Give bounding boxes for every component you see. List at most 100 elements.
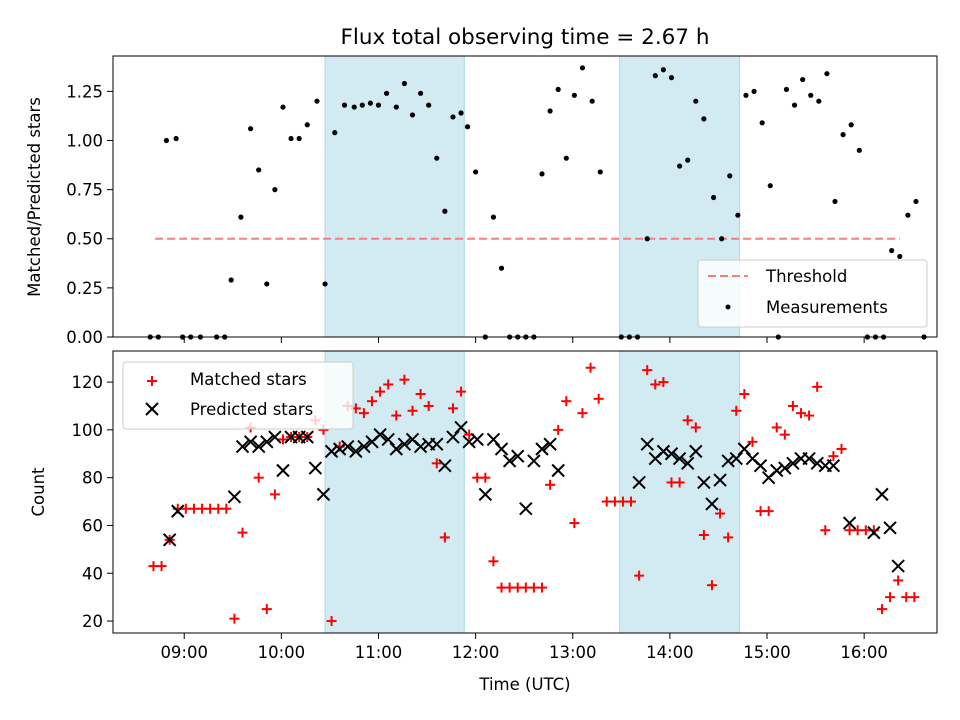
measurement-point: [727, 173, 733, 179]
shaded-interval: [324, 55, 465, 338]
predicted-star-point: [867, 525, 881, 540]
predicted-stars-points: [162, 420, 905, 573]
matched-star-point: [747, 436, 758, 447]
matched-star-point: [407, 405, 418, 416]
measurement-point: [735, 212, 741, 218]
matched-star-point: [634, 570, 645, 581]
matched-star-point: [415, 389, 426, 400]
measurement-point: [597, 169, 603, 175]
predicted-star-point: [454, 420, 468, 435]
measurement-point: [367, 100, 373, 106]
measurement-point: [759, 120, 765, 126]
measurement-point: [743, 92, 749, 98]
predicted-star-point: [373, 427, 387, 442]
matched-star-point: [391, 410, 402, 421]
matched-star-point: [682, 415, 693, 426]
predicted-star-point: [527, 454, 541, 468]
measurement-point: [163, 137, 170, 144]
predicted-star-point: [705, 497, 719, 511]
matched-star-point: [577, 408, 588, 419]
measurement-point: [668, 75, 675, 81]
measurement-point: [701, 116, 707, 122]
matched-star-point: [480, 472, 491, 483]
predicted-star-point: [308, 461, 323, 475]
matched-star-point: [885, 592, 896, 603]
predicted-star-point: [713, 473, 727, 487]
predicted-star-point: [826, 459, 841, 473]
predicted-star-point: [268, 430, 282, 444]
predicted-star-point: [810, 456, 824, 471]
measurement-point: [450, 114, 456, 120]
measurement-point: [288, 135, 294, 142]
legend-predicted-label: Predicted stars: [190, 400, 313, 419]
y-tick-label: 0.75: [66, 181, 103, 200]
measurement-point: [644, 236, 650, 242]
predicted-star-point: [341, 439, 355, 454]
matched-star-point: [796, 408, 807, 419]
predicted-star-point: [357, 439, 371, 454]
matched-star-point: [893, 575, 904, 586]
top-x-ticks: [183, 337, 865, 343]
measurement-point: [359, 102, 365, 108]
measurement-point: [693, 98, 699, 104]
measurement-point: [897, 253, 903, 260]
y-tick-label: 60: [82, 516, 103, 535]
measurement-point: [426, 102, 432, 108]
y-tick-label: 20: [82, 612, 103, 631]
bottom-legend: Matched stars Predicted stars: [122, 361, 354, 430]
measurement-point: [685, 157, 691, 163]
measurement-point: [563, 155, 569, 161]
predicted-star-point: [689, 444, 703, 459]
y-tick-label: 40: [82, 564, 103, 583]
top-y-ticks: 0.00 0.25 0.50 0.75 1.00 1.25: [66, 82, 113, 347]
matched-star-point: [690, 422, 701, 433]
matched-star-point: [698, 530, 709, 541]
matched-star-point: [706, 580, 717, 591]
measurement-point: [808, 92, 814, 98]
matched-star-point: [237, 527, 248, 538]
x-tick-label: 11:00: [355, 643, 403, 662]
y-tick-label: 100: [72, 421, 104, 440]
bottom-axes-frame: [112, 350, 938, 634]
legend-predicted-swatch: [145, 402, 159, 416]
predicted-star-point: [235, 439, 250, 454]
measurement-point: [589, 98, 595, 104]
predicted-star-point: [770, 463, 784, 478]
matched-star-point: [739, 389, 750, 400]
measurement-point: [434, 155, 440, 161]
predicted-star-point: [430, 437, 444, 451]
predicted-star-point: [227, 490, 242, 504]
matched-star-point: [585, 362, 596, 373]
y-tick-label: 0.50: [66, 230, 103, 249]
matched-star-point: [431, 458, 442, 469]
predicted-star-point: [413, 439, 428, 454]
matched-star-point: [820, 525, 831, 536]
predicted-star-point: [162, 533, 177, 547]
legend-threshold-label: Threshold: [765, 267, 847, 286]
predicted-star-point: [883, 521, 897, 535]
x-tick-label: 10:00: [258, 643, 306, 662]
measurement-point: [173, 135, 179, 142]
measurement-point: [767, 183, 773, 189]
measurement-point: [341, 102, 348, 108]
predicted-star-point: [543, 437, 557, 451]
predicted-star-point: [462, 435, 476, 449]
x-tick-label: 09:00: [160, 643, 208, 662]
legend-matched-label: Matched stars: [190, 370, 307, 389]
matched-star-point: [253, 472, 264, 483]
matched-star-point: [399, 374, 410, 385]
measurement-point: [314, 98, 320, 104]
predicted-star-point: [324, 444, 339, 459]
matched-star-point: [545, 479, 556, 490]
measurement-point: [791, 102, 798, 108]
measurement-point: [832, 198, 838, 205]
measurement-point: [393, 104, 399, 110]
measurement-point: [498, 265, 505, 271]
measurement-point: [464, 124, 471, 130]
top-y-axis-label: Matched/Predicted stars: [25, 97, 44, 297]
x-tick-label: 13:00: [549, 643, 597, 662]
matched-star-point: [261, 604, 272, 615]
measurement-point: [547, 108, 553, 114]
